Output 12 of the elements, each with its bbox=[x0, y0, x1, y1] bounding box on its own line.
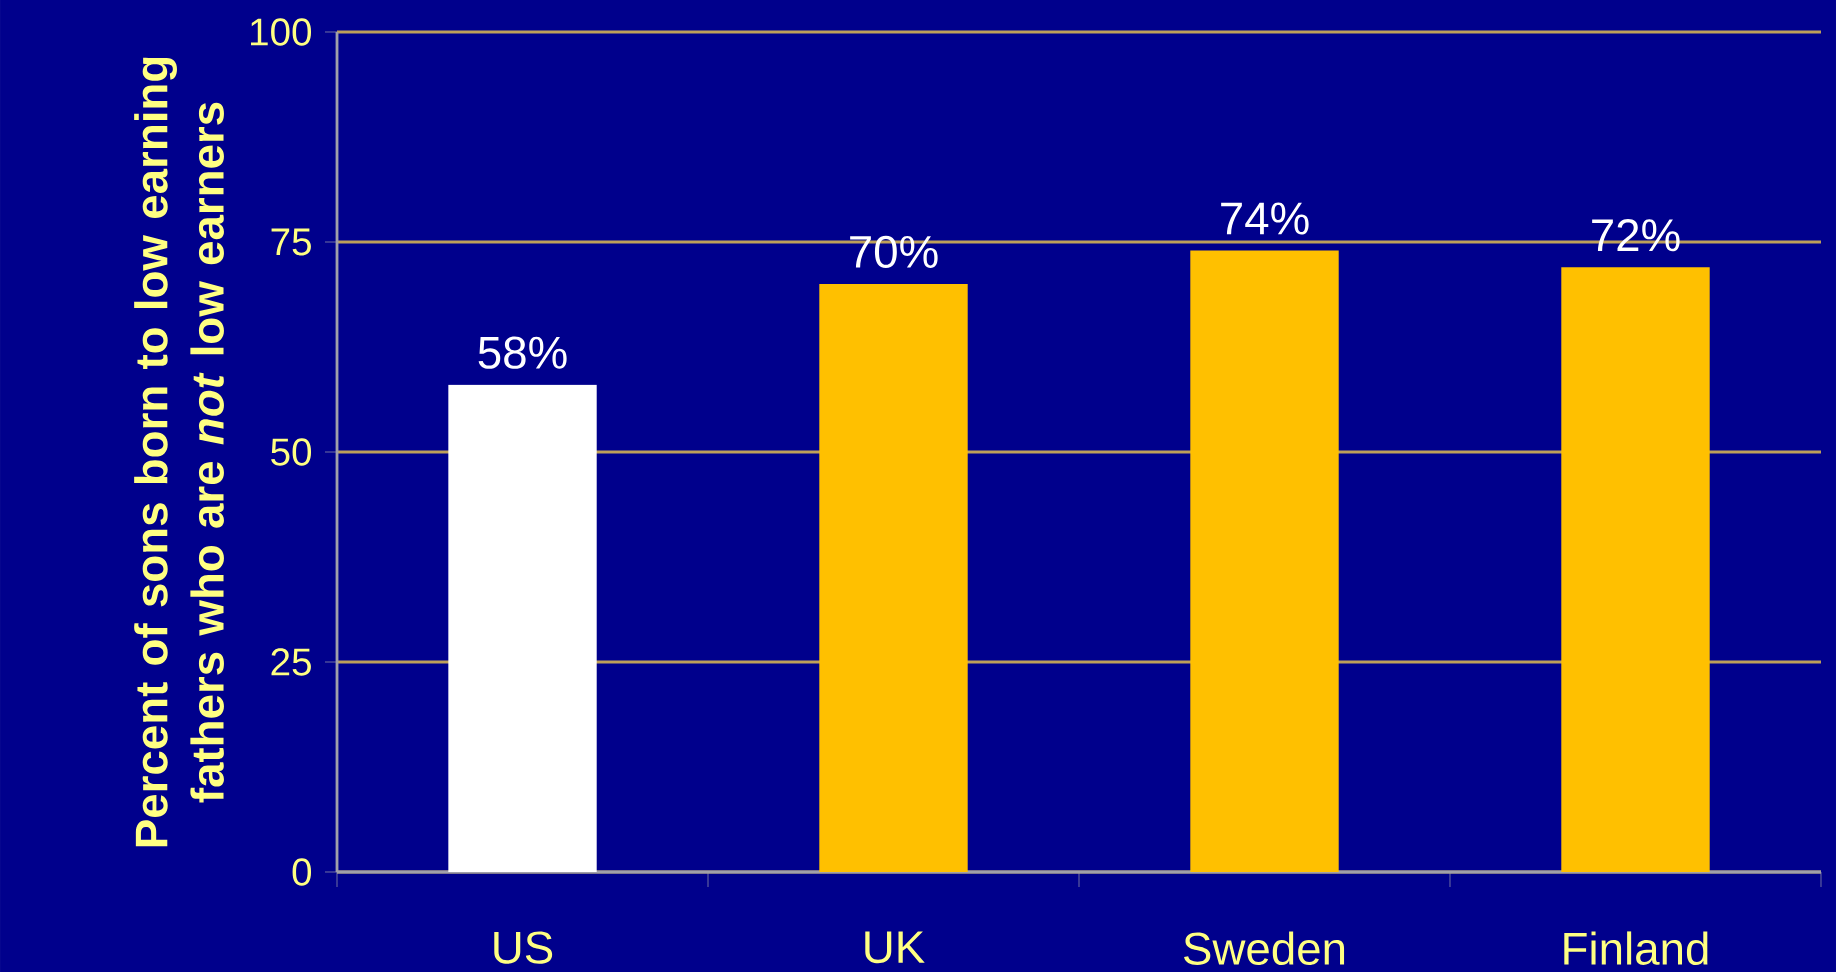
x-tick-label: UK bbox=[865, 931, 925, 964]
data-label: 70% bbox=[850, 235, 938, 269]
x-tick-label: US bbox=[494, 931, 553, 964]
y-tick-label: 100 bbox=[251, 18, 312, 46]
y-tick-label: 0 bbox=[292, 858, 312, 886]
y-tick-label: 25 bbox=[271, 648, 311, 676]
data-label: 74% bbox=[1221, 202, 1309, 235]
y-tick-label: 75 bbox=[271, 228, 311, 256]
x-tick-label: Sweden bbox=[1184, 931, 1345, 966]
data-label: 58% bbox=[478, 336, 567, 370]
y-tick-label: 50 bbox=[271, 438, 312, 466]
x-tick-label: Finland bbox=[1564, 931, 1708, 966]
